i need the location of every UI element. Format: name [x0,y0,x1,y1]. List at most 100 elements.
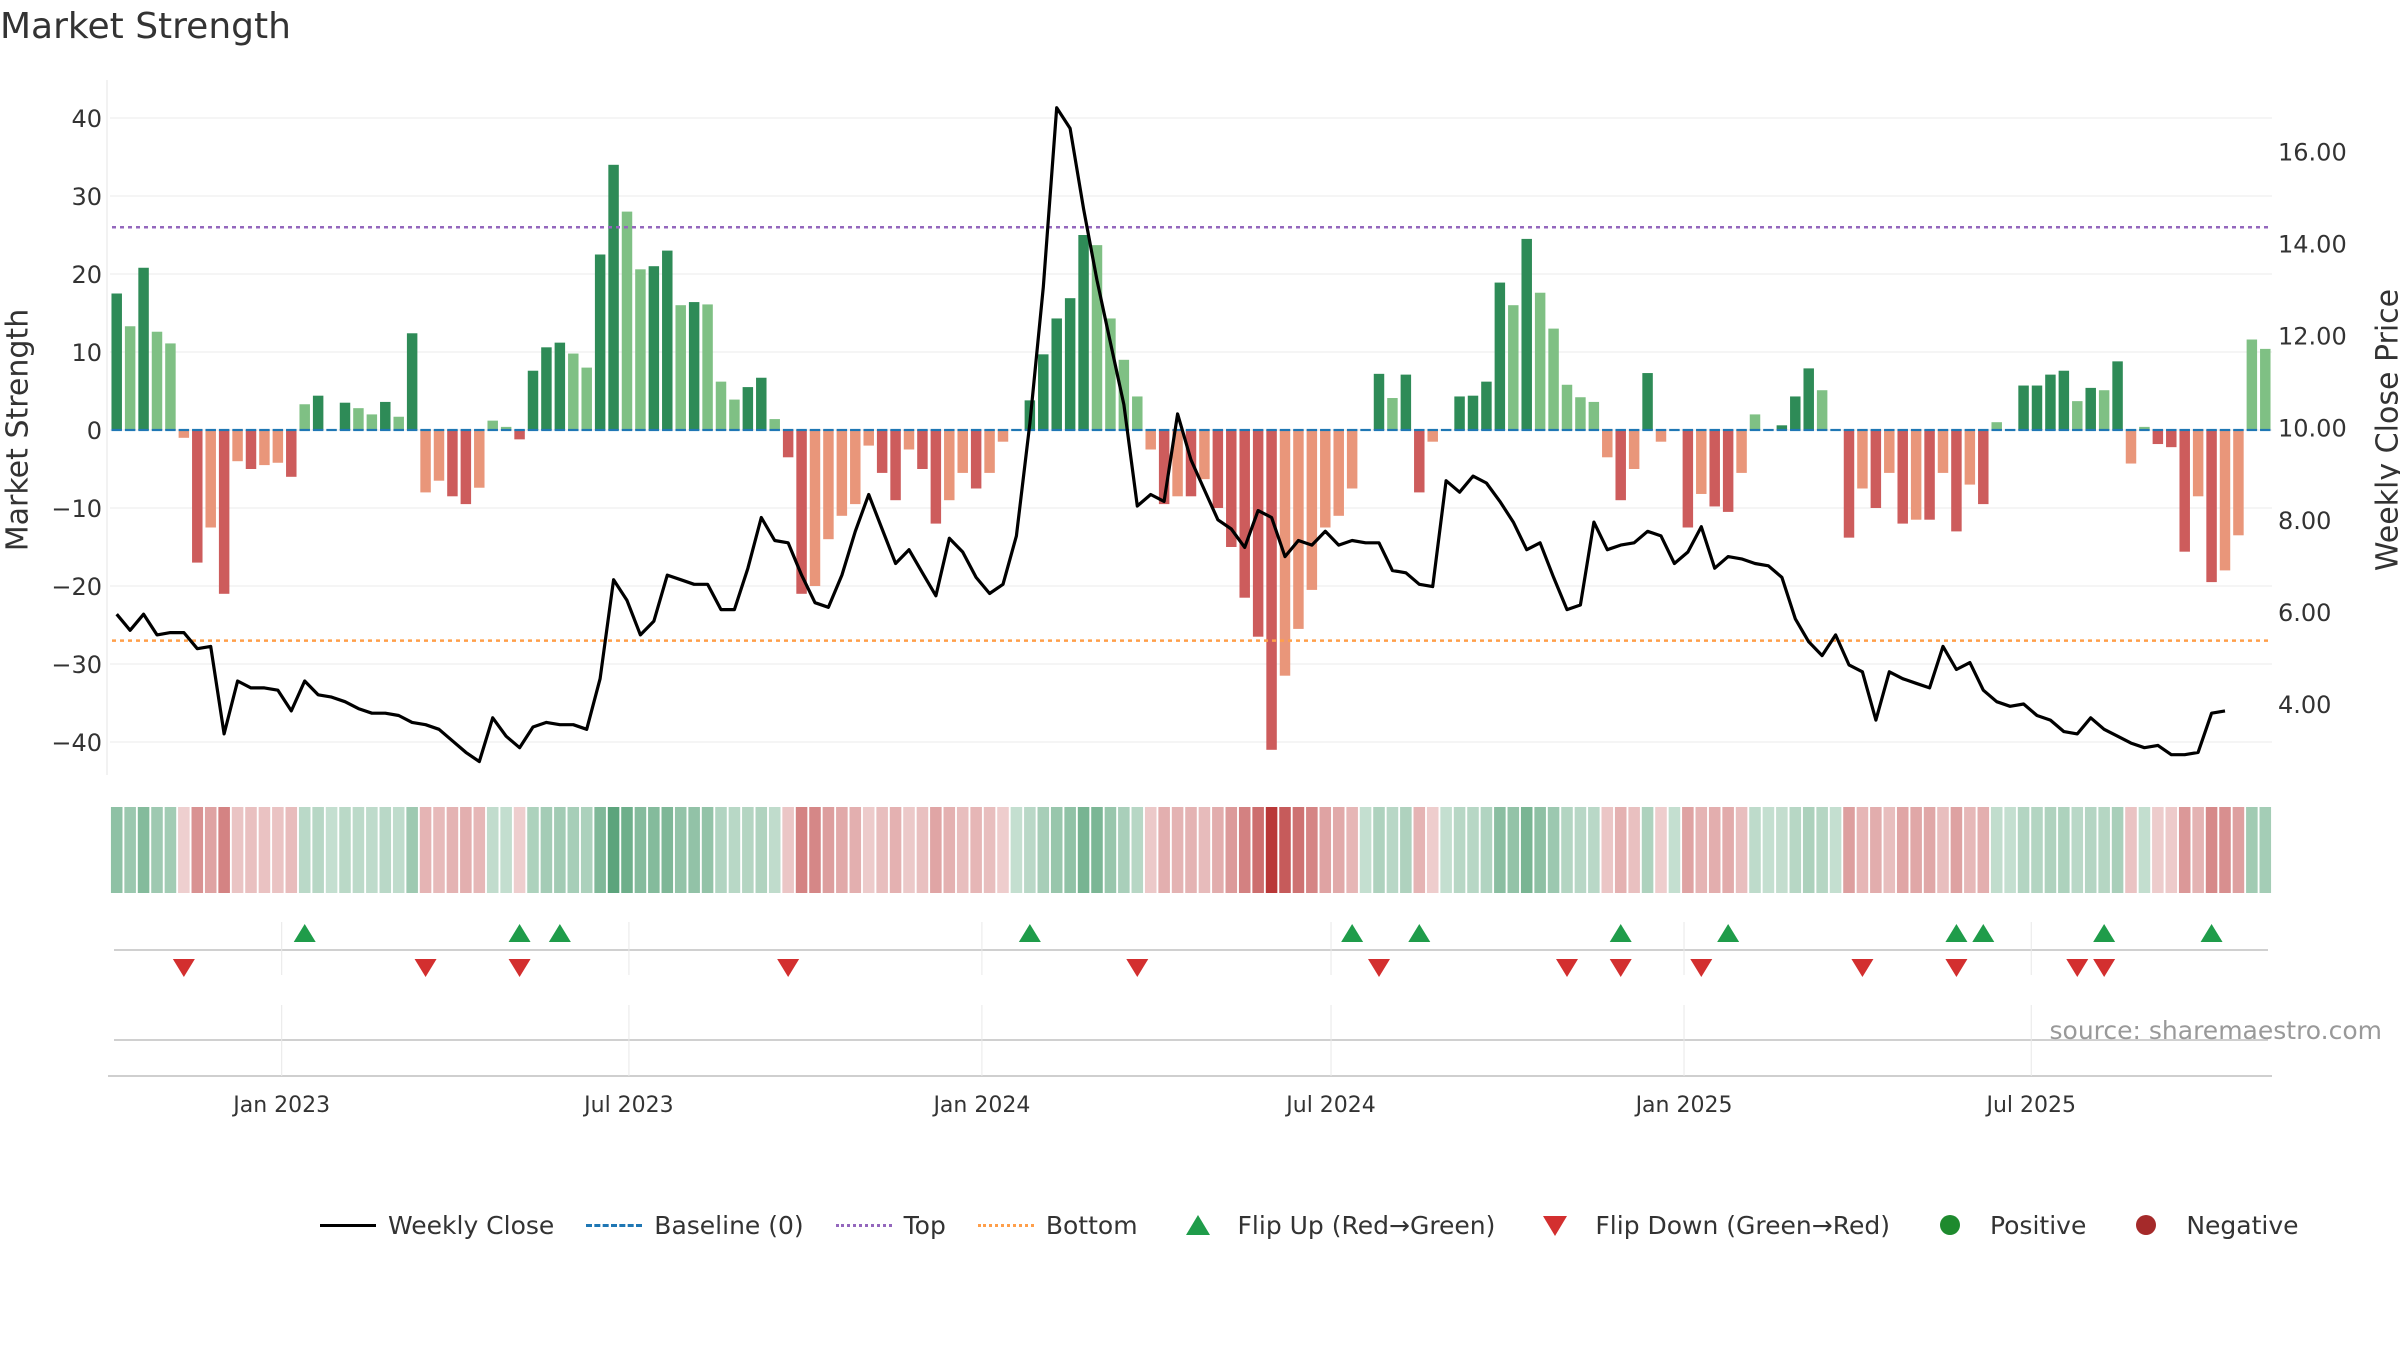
heat-cell [460,807,472,893]
dot-icon [2116,1210,2176,1240]
negative-bar [1655,430,1667,442]
heat-cell [513,807,526,893]
heat-cell [1910,807,1922,893]
positive-bar [2031,385,2043,430]
tick-labels: 40 30 20 10 0 −10 −20 −30 −40 16.00 14.00 12.00 10.0… [51,105,2346,1118]
positive-bar [1118,359,1130,430]
legend-item: Flip Up (Red→Green) [1168,1210,1495,1240]
positive-bar [1991,422,2002,430]
negative-bar [178,430,190,438]
heat-cell [298,807,311,893]
negative-bar [1145,430,1156,450]
negative-bar [1910,430,1922,520]
negative-bar [2179,430,2190,552]
negative-bar [1266,430,1277,750]
heat-cell [1171,807,1184,893]
negative-bar [1427,430,1438,442]
flip-down-marker [1945,959,1968,977]
flip-down-marker [1690,959,1713,977]
negative-bar [1602,430,1613,458]
heat-cell [594,807,606,893]
y-tick-label: 10 [71,339,102,367]
positive-bar [2058,370,2070,430]
heat-cell [151,807,163,893]
positive-bar [1548,328,1559,430]
flip-up-marker [2200,924,2223,942]
heat-cell [1601,807,1614,893]
legend-item: Weekly Close [318,1210,554,1240]
heat-cell [1064,807,1076,893]
negative-bar [460,430,472,505]
weekly-close-line [115,106,2226,764]
negative-bar [957,430,968,473]
negative-bar [997,430,1009,442]
negative-bar [930,430,942,524]
negative-bar [1870,430,1882,508]
heat-cell [1749,807,1761,893]
legend-label: Negative [2186,1210,2299,1240]
y-tick-label: −10 [51,495,102,523]
heat-cell [1118,807,1130,893]
legend-dotted-line-icon [834,1210,894,1240]
heat-cell [956,807,969,893]
negative-bar [890,430,901,501]
y-tick-label: −30 [51,651,102,679]
heat-cell [2259,807,2272,893]
positive-bar [527,370,539,430]
positive-bar [1467,395,1479,430]
heat-cell [621,807,633,893]
heat-cell [889,807,902,893]
heat-cell [983,807,996,893]
heat-cell [2152,807,2164,893]
heat-cell [1131,807,1144,893]
heat-cell [755,807,768,893]
heat-cell [1494,807,1506,893]
heat-cell [782,807,794,893]
flip-up-marker [1408,924,1431,942]
heat-cell [795,807,808,893]
heat-cell [1655,807,1667,893]
flip-down-marker [1851,959,1874,977]
negative-bar [272,430,284,463]
heat-cell [1467,807,1479,893]
heat-cell [1722,807,1734,893]
heat-cell [1802,807,1815,893]
heat-cell [379,807,392,893]
negative-bar [1964,430,1976,485]
heat-cell [1708,807,1721,893]
heat-cell [1359,807,1372,893]
heat-cell [218,807,230,893]
positive-bar [1749,414,1761,430]
positive-bar [1494,282,1506,430]
flip-up-marker [548,924,571,942]
legend-item: Positive [1920,1210,2086,1240]
negative-bar [970,430,982,489]
negative-bar [1293,430,1304,629]
negative-bar [1320,430,1331,528]
positive-bar [1481,381,1492,430]
strength-heat-strip [110,807,2272,893]
negative-bar [1306,430,1318,590]
heat-cell [580,807,593,893]
x-tick-label: Jan 2023 [231,1093,330,1118]
positive-bar [2098,390,2110,430]
y-tick-label: −40 [51,729,102,757]
legend-dash-icon [584,1210,644,1240]
heat-cell [701,807,714,893]
heat-cell [1225,807,1238,893]
heat-cell [822,807,835,893]
heat-cell [2071,807,2084,893]
negative-bar [823,430,834,540]
heat-cell [1574,807,1587,893]
negative-bar [2166,430,2177,448]
legend-item: Flip Down (Green→Red) [1525,1210,1890,1240]
positive-bar [568,353,579,430]
positive-bar [662,250,673,430]
positive-bar [2085,387,2096,430]
positive-bar [1803,368,1814,430]
legend-label: Baseline (0) [654,1210,804,1240]
heat-cell [339,807,351,893]
positive-bar [2018,385,2029,430]
positive-bar [756,377,767,430]
heat-cell [688,807,700,893]
